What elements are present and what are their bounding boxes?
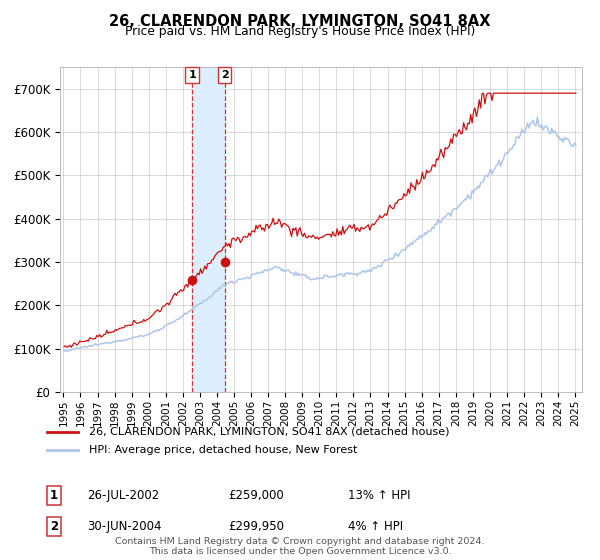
Text: 1: 1 [50,489,58,502]
Text: 2: 2 [50,520,58,533]
Text: 2: 2 [221,70,229,80]
Text: 1: 1 [188,70,196,80]
Text: 26, CLARENDON PARK, LYMINGTON, SO41 8AX (detached house): 26, CLARENDON PARK, LYMINGTON, SO41 8AX … [89,427,449,437]
Text: 26-JUL-2002: 26-JUL-2002 [87,489,159,502]
Text: 4% ↑ HPI: 4% ↑ HPI [348,520,403,533]
Bar [192,67,225,392]
Text: 26, CLARENDON PARK, LYMINGTON, SO41 8AX: 26, CLARENDON PARK, LYMINGTON, SO41 8AX [109,14,491,29]
Text: HPI: Average price, detached house, New Forest: HPI: Average price, detached house, New … [89,445,357,455]
Text: 13% ↑ HPI: 13% ↑ HPI [348,489,410,502]
Text: Price paid vs. HM Land Registry's House Price Index (HPI): Price paid vs. HM Land Registry's House … [125,25,475,38]
Text: This data is licensed under the Open Government Licence v3.0.: This data is licensed under the Open Gov… [149,547,451,556]
Text: £299,950: £299,950 [228,520,284,533]
Text: £259,000: £259,000 [228,489,284,502]
Text: 30-JUN-2004: 30-JUN-2004 [87,520,161,533]
Text: Contains HM Land Registry data © Crown copyright and database right 2024.: Contains HM Land Registry data © Crown c… [115,537,485,546]
